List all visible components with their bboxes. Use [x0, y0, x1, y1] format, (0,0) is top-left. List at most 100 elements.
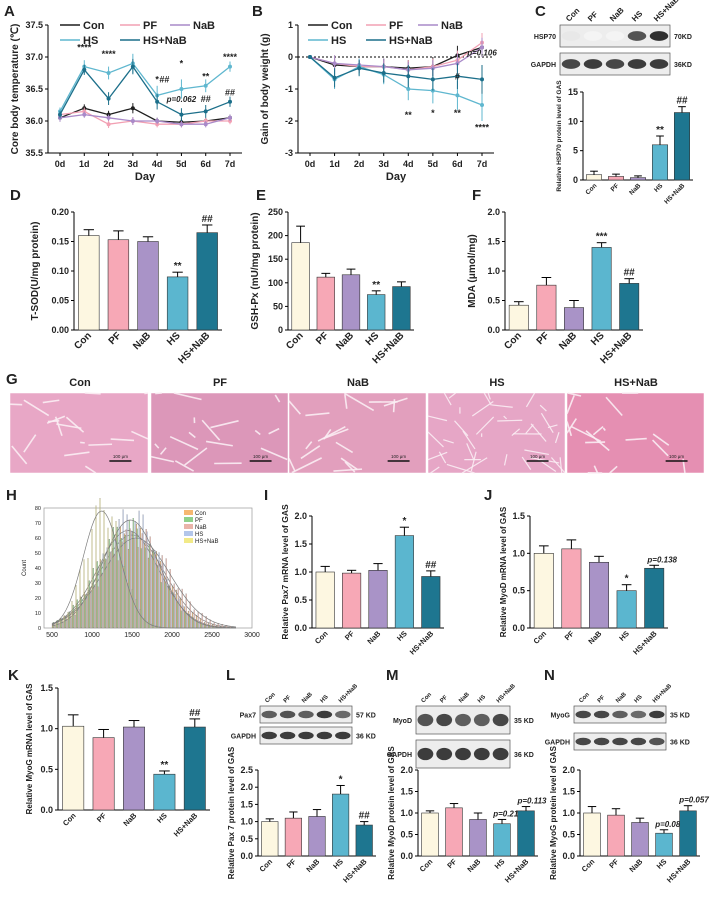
blot-n-lane-label: PF: [597, 695, 607, 705]
chart-d-category-label: NaB: [131, 330, 153, 352]
chart-h-bar-nab: [157, 560, 159, 629]
histology-fiber-border: [254, 429, 261, 436]
chart-h-bar-pf: [180, 610, 182, 629]
chart-h-bar-nab: [57, 622, 59, 629]
chart-h-fit-curve-hs: [51, 519, 237, 629]
histology-fiber-border: [503, 415, 508, 420]
chart-h-bar-pf: [172, 592, 174, 629]
chart-e-bar-nab: [341, 274, 361, 331]
chart-h-bar-pf: [148, 543, 150, 629]
chart-h-bar-con: [167, 585, 169, 629]
histology-fiber-border: [184, 447, 208, 466]
chart-h-bar-hsnab: [87, 558, 89, 629]
histology-fiber-border: [300, 445, 321, 460]
panel-label-d: D: [10, 187, 21, 204]
chart-h-bar-pf: [144, 547, 146, 629]
chart-h-bar-con: [143, 543, 145, 629]
blot-m-band: [492, 713, 509, 727]
histology-fiber-border: [110, 438, 135, 442]
chart-h-bar-nab: [141, 533, 143, 629]
chart-a-point-hs: [179, 87, 184, 91]
chart-e-bar-pf: [316, 276, 335, 331]
chart-b-xlabel: Day: [386, 171, 407, 183]
chart-m-bar-con: [421, 812, 439, 857]
chart-f-annotation-hsnab: ##: [624, 268, 636, 279]
histology-fiber-border: [625, 437, 647, 441]
chart-l-bar-nab: [308, 816, 326, 857]
histology-fiber-border: [524, 449, 549, 456]
chart-h-bar-nab: [149, 536, 151, 629]
blot-c-row-label: GAPDH: [531, 62, 556, 69]
chart-h-legend-label-pf: PF: [195, 518, 203, 524]
blot-l-lane-label: HS: [320, 694, 330, 704]
legend-a-hsnab: HS+NaB: [143, 35, 187, 47]
chart-h-bar-nab: [145, 529, 147, 629]
chart-a-line-hsnab: [59, 65, 231, 116]
chart-a-point-hsnab: [106, 96, 111, 101]
chart-h-bar-hs: [66, 619, 68, 629]
chart-h-bar-hs: [102, 553, 104, 629]
chart-h-bar-nab: [121, 541, 123, 629]
blot-c-row-label: HSP70: [534, 34, 556, 41]
chart-b-annotation: **: [405, 110, 413, 120]
chart-n-y-tick-label: 2.0: [562, 765, 575, 775]
chart-h-bar-pf: [184, 611, 186, 629]
legend-a-con: Con: [83, 20, 105, 32]
chart-n-category-label: HS+NaB: [665, 857, 693, 885]
chart-b-line-con: [309, 46, 483, 69]
panel-label-n: N: [544, 667, 555, 684]
histology-fiber-border: [470, 451, 477, 472]
chart-h-y-tick-label: 30: [35, 581, 41, 587]
chart-j-y-tick-label: 0.0: [512, 623, 525, 633]
chart-h-legend-swatch-hs: [184, 531, 193, 536]
histology-fiber-border: [23, 434, 37, 453]
chart-a-point-nab: [130, 119, 135, 123]
chart-d-annotation-hsnab: ##: [202, 214, 214, 225]
histology-fiber-border: [64, 451, 90, 457]
chart-l-y-tick-label: 0.5: [240, 834, 253, 844]
histology-fiber-border: [525, 392, 536, 408]
chart-a-x-tick-label: 3d: [128, 159, 139, 169]
chart-l-y-tick-label: 2.0: [240, 782, 253, 792]
chart-h-bar-nab: [105, 559, 107, 629]
chart-h-bar-pf: [80, 596, 82, 629]
chart-a-y-tick-label: 37.5: [25, 20, 43, 30]
chart-c-annotation-hs: **: [656, 125, 664, 136]
chart-b-point-nab: [332, 61, 337, 66]
chart-h-x-tick-label: 2000: [164, 632, 180, 639]
chart-a-annotation: ##: [159, 75, 169, 85]
chart-h-bar-nab: [109, 552, 111, 629]
histology-fiber-border: [155, 392, 162, 395]
chart-a-point-hsnab: [155, 99, 160, 104]
chart-h-bar-con: [179, 597, 181, 629]
chart-k-category-label: Con: [61, 811, 78, 828]
chart-c-annotation-hsnab: ##: [676, 96, 688, 107]
chart-a-point-hsnab: [130, 64, 135, 69]
chart-h-bar-pf: [100, 562, 102, 629]
blot-n-band: [630, 710, 647, 719]
histology-fiber-border: [305, 412, 330, 417]
chart-a-x-tick-label: 1d: [79, 159, 90, 169]
chart-b-point-hsnab: [430, 77, 435, 82]
chart-l-category-label: HS+NaB: [341, 857, 369, 885]
chart-l-category-label: HS: [331, 857, 345, 871]
chart-h-bar-hs: [186, 613, 188, 629]
chart-m-y-tick-label: 2.0: [400, 765, 413, 775]
chart-a-y-tick-label: 36.0: [25, 116, 43, 126]
chart-c-y-tick-label: 0: [573, 175, 578, 185]
chart-h-bar-nab: [137, 547, 139, 629]
histology-scale-label: 100 μm: [253, 454, 268, 459]
chart-h-bar-hsnab: [127, 583, 129, 629]
chart-c-y-tick-label: 5: [573, 146, 578, 156]
chart-h-bar-hs: [158, 552, 160, 629]
blot-l-kd-label: 36 KD: [356, 734, 376, 741]
chart-n-category-label: HS: [655, 857, 669, 871]
panel-label-h: H: [6, 487, 17, 504]
blot-n-band: [649, 737, 665, 746]
histology-fiber-border: [210, 420, 239, 429]
chart-b-ylabel: Gain of body weight (g): [260, 33, 271, 144]
chart-a-point-nab: [82, 112, 87, 117]
chart-h-bar-pf: [128, 520, 130, 629]
chart-j-bar-pf: [561, 548, 582, 629]
chart-h-bar-hsnab: [147, 621, 149, 629]
